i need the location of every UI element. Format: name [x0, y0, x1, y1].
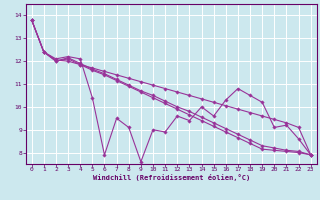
- X-axis label: Windchill (Refroidissement éolien,°C): Windchill (Refroidissement éolien,°C): [92, 174, 250, 181]
